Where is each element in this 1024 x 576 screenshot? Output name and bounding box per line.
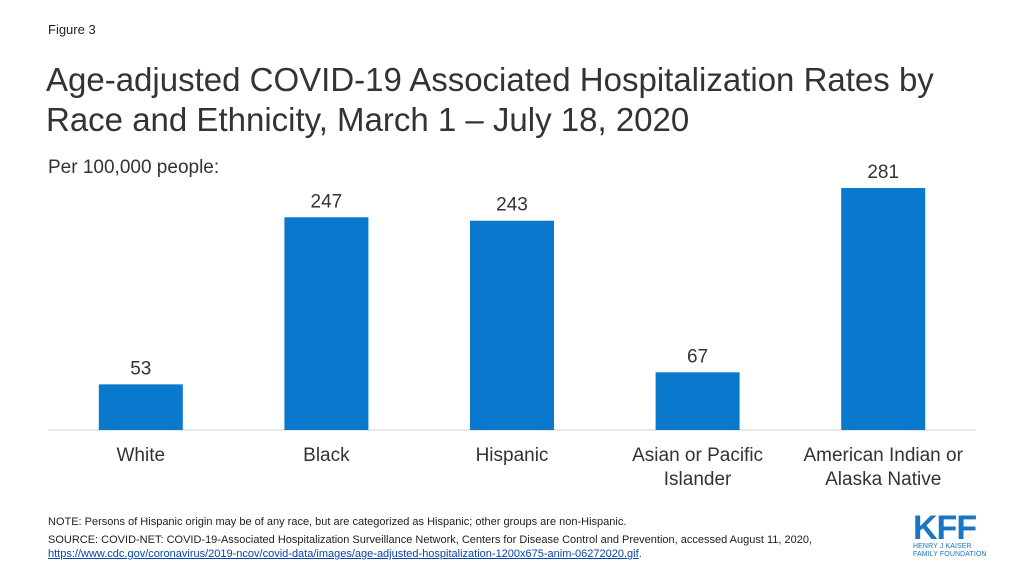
- data-label-0: 53: [130, 358, 151, 379]
- source-text: SOURCE: COVID-NET: COVID-19-Associated H…: [48, 534, 813, 546]
- data-label-2: 243: [496, 195, 528, 216]
- category-label-2-0: Hispanic: [476, 445, 549, 466]
- chart-note: NOTE: Persons of Hispanic origin may be …: [48, 516, 627, 528]
- bar-0: [98, 384, 183, 430]
- bar-4: [841, 188, 926, 430]
- category-label-4-1: Alaska Native: [825, 469, 941, 490]
- bar-2: [470, 220, 554, 430]
- category-label-4-0: American Indian or: [803, 445, 963, 466]
- data-label-4: 281: [867, 162, 899, 183]
- category-label-3-0: Asian or Pacific: [632, 445, 763, 466]
- logo-mark: KFF: [913, 509, 977, 547]
- bars-group: [98, 188, 926, 430]
- kff-logo: KFF HENRY J KAISER FAMILY FOUNDATION: [913, 509, 988, 559]
- bar-chart: 53 247 243 67 281 White Black Hispanic Asian or…: [48, 162, 976, 490]
- data-labels-group: 53 247 243 67 281: [130, 162, 899, 379]
- category-label-0-0: White: [117, 445, 166, 466]
- category-labels-group: White Black Hispanic Asian or Pacific Island…: [117, 445, 964, 490]
- bar-1: [284, 217, 369, 430]
- figure-label: Figure 3: [48, 22, 96, 37]
- data-label-1: 247: [311, 191, 343, 212]
- bar-3: [655, 372, 740, 430]
- source-suffix: .: [638, 548, 642, 560]
- chart-subtitle: Per 100,000 people:: [48, 157, 220, 178]
- category-label-3-1: Islander: [664, 469, 732, 490]
- chart-source: SOURCE: COVID-NET: COVID-19-Associated H…: [48, 533, 893, 561]
- logo-line-1: HENRY J KAISER: [913, 543, 972, 550]
- data-label-3: 67: [687, 346, 708, 367]
- category-label-1-0: Black: [303, 445, 350, 466]
- chart-title: Age-adjusted COVID-19 Associated Hospita…: [46, 61, 934, 138]
- source-link[interactable]: https://www.cdc.gov/coronavirus/2019-nco…: [48, 548, 639, 560]
- logo-line-2: FAMILY FOUNDATION: [913, 551, 987, 558]
